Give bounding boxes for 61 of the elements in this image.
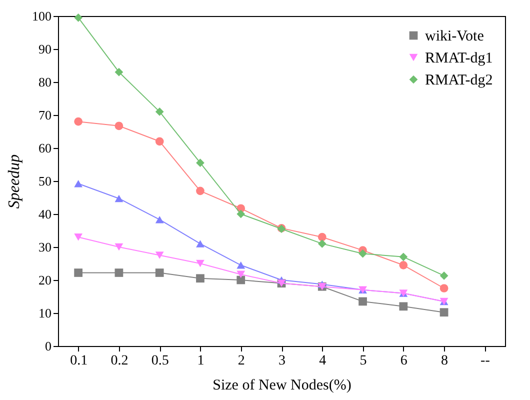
- point: [196, 274, 204, 283]
- y-tick-label: 20: [38, 272, 52, 288]
- point: [236, 262, 246, 269]
- x-tick-label: 6: [400, 354, 408, 368]
- y-tick-label: 40: [38, 206, 52, 222]
- point: [74, 233, 82, 241]
- point: [358, 297, 367, 306]
- point: [155, 137, 164, 146]
- x-tick-label: 5: [360, 354, 367, 368]
- point: [236, 210, 246, 218]
- point: [236, 276, 246, 284]
- y-tick-label: 30: [38, 240, 52, 254]
- point: [155, 216, 164, 224]
- y-tick-label: 100: [32, 8, 52, 24]
- point: [318, 232, 326, 242]
- y-tick-label: 50: [38, 174, 52, 188]
- point: [114, 68, 124, 76]
- point: [440, 284, 448, 292]
- y-axis-title: Speedup: [6, 154, 23, 209]
- x-tick-label: --: [480, 354, 490, 368]
- point: [74, 180, 82, 188]
- point: [440, 272, 448, 280]
- point: [155, 252, 164, 259]
- point: [74, 13, 82, 22]
- point: [74, 117, 82, 126]
- point: [196, 260, 204, 268]
- legend-label: RMAT-dg2: [425, 72, 493, 88]
- point: [358, 249, 367, 258]
- point: [114, 243, 124, 251]
- y-tick-label: 70: [38, 108, 52, 122]
- point: [74, 268, 82, 277]
- x-tick-label: 0.5: [151, 354, 169, 368]
- point: [196, 240, 204, 248]
- point: [399, 302, 408, 311]
- legend-label: wiki-Vote: [425, 28, 484, 44]
- point: [155, 108, 164, 116]
- point: [399, 260, 408, 270]
- x-tick-label: 0.2: [110, 354, 128, 368]
- y-tick-label: 80: [38, 74, 52, 90]
- point: [196, 158, 204, 168]
- point: [318, 240, 326, 248]
- point: [236, 270, 246, 278]
- x-axis-title: Size of New Nodes(%): [212, 378, 352, 394]
- x-tick-label: 2: [238, 354, 245, 368]
- y-tick-label: 10: [38, 306, 52, 320]
- legend-label: RMAT-dg1: [425, 50, 493, 66]
- point: [196, 186, 204, 196]
- point: [114, 268, 124, 277]
- point: [155, 268, 164, 277]
- y-tick-label: 60: [38, 140, 52, 156]
- point: [114, 194, 124, 202]
- x-tick-label: 0.1: [70, 354, 88, 368]
- x-tick-label: 8: [441, 354, 448, 368]
- x-tick-label: 3: [278, 354, 286, 368]
- y-tick-label: 0: [45, 338, 52, 354]
- point: [399, 252, 408, 262]
- x-tick-label: 4: [319, 354, 326, 368]
- x-tick-label: 1: [197, 354, 204, 368]
- point: [114, 122, 124, 130]
- point: [440, 308, 448, 317]
- y-tick-label: 90: [38, 42, 52, 56]
